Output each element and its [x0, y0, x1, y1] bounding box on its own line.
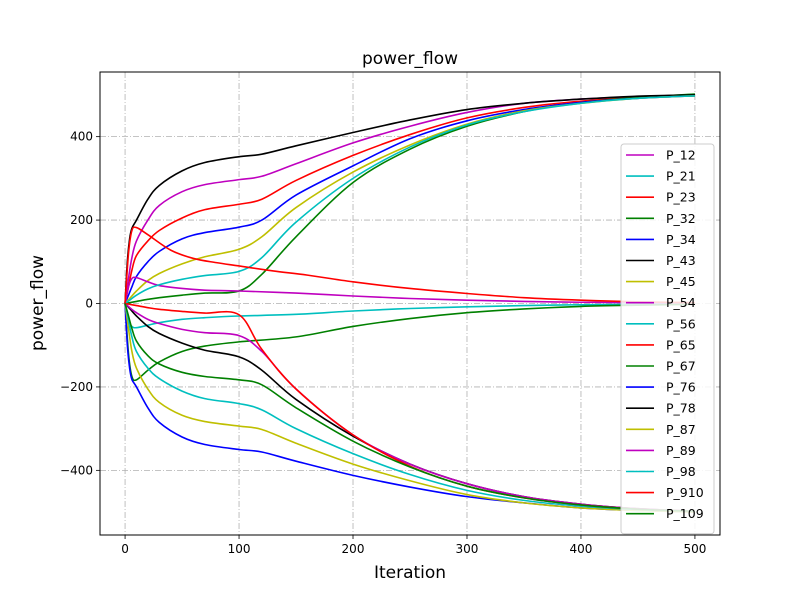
legend-label: P_45	[666, 274, 696, 289]
legend-label: P_21	[666, 169, 696, 184]
legend-label: P_67	[666, 359, 696, 374]
legend-label: P_87	[666, 422, 696, 437]
y-tick-label: −400	[60, 463, 93, 477]
legend-label: P_23	[666, 190, 696, 205]
legend-label: P_98	[666, 464, 696, 479]
axis-ticks: 0 100 200 300 400 500 −400 −200 0 200 400	[60, 130, 706, 556]
series-line-p-67	[124, 303, 695, 382]
legend-label: P_43	[666, 253, 696, 268]
legend-label: P_78	[666, 401, 696, 416]
series-line-p-56	[124, 94, 695, 305]
x-tick-label: 300	[456, 542, 479, 556]
legend: P_12 P_21 P_23 P_32 P_34 P_43 P_45 P_54 P_56 P_65…	[620, 143, 715, 535]
chart-title: power_flow	[362, 49, 458, 69]
legend-box	[620, 143, 715, 535]
legend-label: P_109	[666, 506, 704, 521]
legend-label: P_54	[666, 295, 696, 310]
legend-label: P_56	[666, 316, 696, 331]
legend-label: P_76	[666, 380, 696, 395]
x-tick-label: 400	[570, 542, 593, 556]
legend-label: P_32	[666, 211, 696, 226]
series-line-p-21	[124, 303, 695, 329]
legend-label: P_910	[666, 485, 704, 500]
series-line-p-89	[124, 302, 695, 513]
series-line-p-98	[124, 303, 695, 513]
series-line-p-65	[124, 226, 695, 304]
x-tick-label: 500	[683, 542, 706, 556]
legend-label: P_12	[666, 148, 696, 163]
y-tick-label: 400	[70, 130, 93, 144]
legend-label: P_65	[666, 337, 696, 352]
x-tick-label: 200	[342, 542, 365, 556]
x-axis-label: Iteration	[374, 563, 446, 583]
series-line-p-87	[124, 303, 695, 513]
legend-label: P_34	[666, 232, 696, 247]
y-axis-label: power_flow	[28, 255, 48, 351]
series-line-p-109	[124, 303, 695, 513]
series-line-p-23	[124, 94, 695, 304]
y-tick-label: 0	[85, 297, 93, 311]
legend-label: P_89	[666, 443, 696, 458]
x-tick-label: 0	[121, 542, 129, 556]
y-tick-label: 200	[70, 213, 93, 227]
series-line-p-54	[124, 276, 695, 304]
series-lines	[124, 93, 695, 513]
y-tick-label: −200	[60, 380, 93, 394]
x-tick-label: 100	[228, 542, 251, 556]
